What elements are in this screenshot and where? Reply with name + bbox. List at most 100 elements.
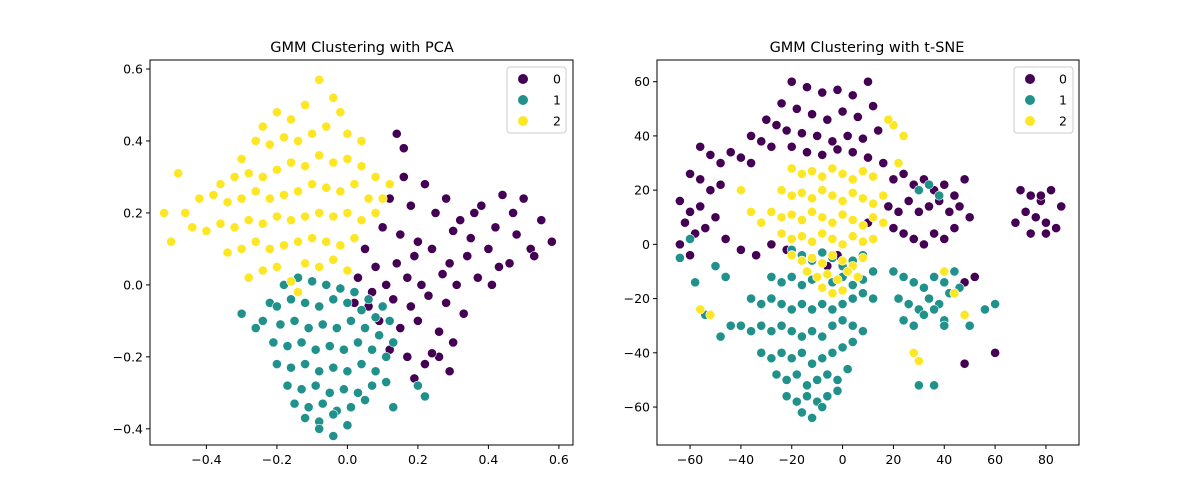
scatter-point-cluster-1	[898, 272, 909, 282]
scatter-point-cluster-0	[685, 206, 695, 217]
scatter-point-cluster-1	[837, 299, 848, 309]
scatter-point-cluster-0	[959, 174, 970, 185]
scatter-point-cluster-1	[817, 402, 828, 412]
scatter-point-cluster-1	[786, 353, 797, 364]
scatter-point-cluster-0	[1035, 190, 1046, 201]
scatter-point-cluster-2	[356, 136, 367, 146]
y-tick-label: 0.2	[123, 205, 143, 220]
scatter-point-cluster-1	[250, 323, 261, 333]
scatter-point-cluster-2	[229, 172, 240, 182]
scatter-point-cluster-2	[868, 234, 878, 244]
scatter-point-cluster-0	[1020, 206, 1031, 217]
scatter-point-cluster-2	[257, 265, 268, 276]
scatter-point-cluster-2	[314, 208, 325, 218]
scatter-point-cluster-2	[264, 244, 275, 254]
scatter-point-cluster-0	[536, 215, 547, 226]
scatter-point-cluster-1	[802, 391, 812, 402]
scatter-point-cluster-0	[469, 208, 480, 218]
scatter-point-cluster-0	[893, 206, 904, 217]
scatter-point-cluster-1	[349, 287, 360, 297]
scatter-point-cluster-2	[293, 287, 303, 297]
scatter-point-cluster-0	[377, 222, 388, 233]
scatter-point-cluster-0	[786, 76, 797, 87]
scatter-point-cluster-0	[504, 258, 515, 269]
scatter-point-cluster-2	[807, 206, 817, 217]
scatter-point-cluster-0	[766, 141, 777, 152]
legend-entry-2: 2	[518, 114, 561, 129]
scatter-point-cluster-1	[797, 299, 807, 309]
scatter-point-cluster-1	[300, 297, 310, 308]
x-tick-label: −20	[779, 452, 805, 467]
scatter-point-cluster-2	[776, 185, 787, 196]
scatter-point-cluster-0	[990, 347, 1001, 358]
scatter-point-cluster-0	[863, 76, 873, 87]
scatter-point-cluster-2	[159, 208, 169, 218]
scatter-point-cluster-0	[388, 294, 399, 305]
scatter-point-cluster-0	[402, 272, 413, 283]
scatter-point-cluster-1	[913, 380, 924, 391]
scatter-point-cluster-2	[342, 154, 353, 164]
scatter-point-cluster-0	[518, 193, 529, 204]
legend-entry-0: 0	[518, 72, 561, 87]
scatter-point-cluster-2	[370, 172, 381, 182]
scatter-point-cluster-2	[250, 186, 261, 197]
scatter-point-cluster-1	[710, 261, 721, 271]
scatter-point-cluster-2	[786, 190, 797, 201]
scatter-point-cluster-1	[384, 315, 395, 326]
scatter-point-cluster-0	[1041, 217, 1051, 228]
scatter-point-cluster-1	[776, 299, 787, 309]
scatter-point-cluster-2	[766, 206, 777, 217]
scatter-point-cluster-1	[314, 423, 325, 434]
scatter-point-cluster-2	[847, 187, 858, 198]
legend-label: 1	[1059, 93, 1067, 108]
scatter-point-cluster-1	[715, 331, 726, 342]
scatter-point-cluster-2	[314, 261, 325, 272]
scatter-point-cluster-0	[391, 128, 402, 139]
scatter-point-cluster-0	[924, 201, 934, 212]
tsne-scatter-panel: GMM Clustering with t-SNE −60 −40 −20 0 20 40…	[624, 40, 1080, 467]
scatter-point-cluster-2	[243, 272, 254, 283]
scatter-point-cluster-1	[822, 391, 833, 402]
scatter-point-cluster-1	[286, 294, 296, 305]
scatter-point-cluster-0	[913, 206, 924, 217]
scatter-point-cluster-0	[420, 359, 430, 369]
scatter-point-cluster-2	[222, 197, 233, 208]
scatter-point-cluster-1	[324, 387, 335, 398]
scatter-point-cluster-2	[335, 107, 346, 118]
scatter-point-cluster-2	[300, 100, 310, 110]
scatter-point-cluster-0	[674, 196, 685, 206]
scatter-point-cluster-2	[827, 288, 838, 299]
scatter-point-cluster-0	[781, 125, 792, 136]
scatter-points	[674, 76, 1067, 423]
scatter-point-cluster-2	[827, 234, 838, 244]
scatter-point-cluster-0	[420, 179, 430, 190]
scatter-point-cluster-2	[222, 247, 233, 258]
y-tick-label: 60	[634, 74, 650, 89]
scatter-point-cluster-2	[279, 240, 289, 251]
scatter-point-cluster-0	[791, 103, 802, 114]
scatter-point-cluster-1	[827, 320, 838, 331]
scatter-point-cluster-1	[746, 293, 756, 304]
scatter-point-cluster-2	[807, 166, 817, 177]
legend-entry-1: 1	[518, 93, 561, 108]
scatter-point-cluster-0	[448, 337, 459, 348]
scatter-point-cluster-2	[370, 208, 381, 218]
scatter-point-cluster-1	[377, 301, 388, 312]
scatter-point-cluster-0	[451, 279, 462, 290]
scatter-point-cluster-0	[888, 223, 899, 233]
scatter-point-cluster-2	[868, 171, 878, 182]
scatter-point-cluster-2	[328, 211, 339, 222]
scatter-point-cluster-2	[187, 222, 198, 233]
scatter-point-cluster-0	[494, 261, 504, 272]
scatter-point-cluster-0	[964, 212, 975, 223]
scatter-point-cluster-0	[817, 87, 828, 98]
scatter-point-cluster-2	[250, 236, 261, 247]
scatter-point-cluster-1	[374, 330, 385, 341]
legend-entry-1: 1	[1025, 93, 1067, 108]
y-tick-label: 0.6	[123, 61, 143, 76]
scatter-point-cluster-2	[215, 218, 226, 229]
scatter-point-cluster-2	[286, 114, 296, 125]
scatter-point-cluster-0	[497, 190, 508, 200]
scatter-point-cluster-1	[356, 359, 367, 369]
scatter-point-cluster-0	[863, 152, 873, 163]
